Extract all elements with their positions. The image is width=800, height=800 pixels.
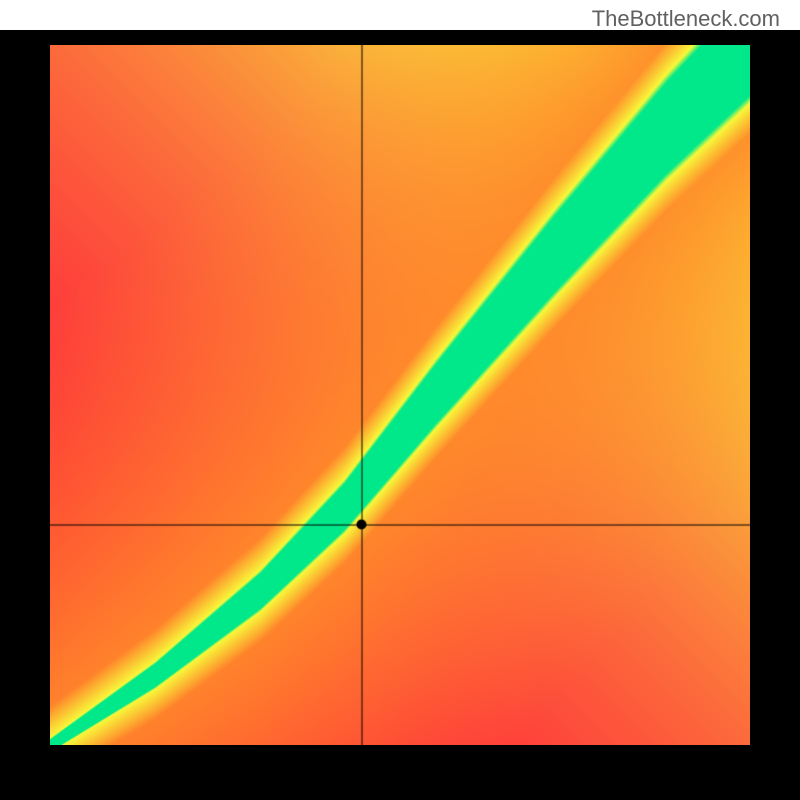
watermark: TheBottleneck.com xyxy=(592,6,780,32)
chart-frame xyxy=(0,30,800,800)
bottleneck-heatmap xyxy=(50,45,750,745)
